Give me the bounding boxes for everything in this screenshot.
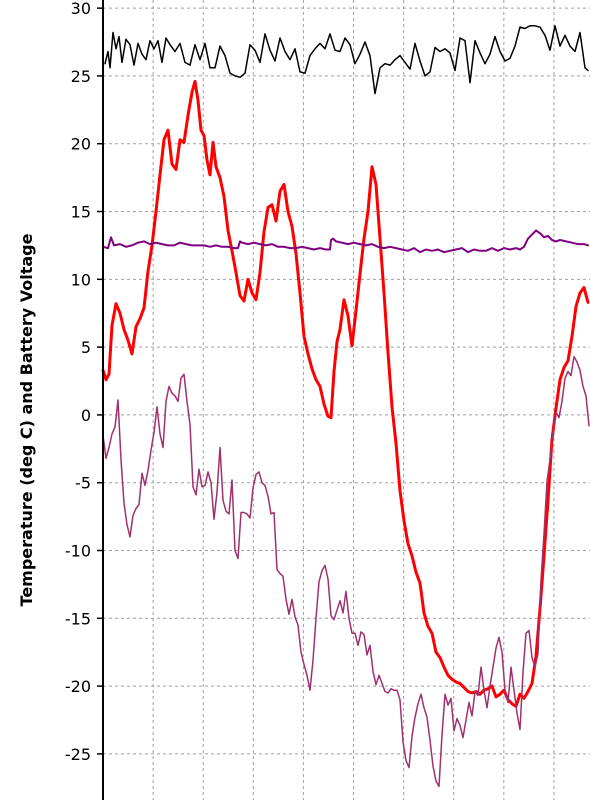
y-tick-label: -10 (65, 542, 91, 561)
y-tick-label: -20 (65, 677, 91, 696)
y-axis-title: Temperature (deg C) and Battery Voltage (17, 233, 36, 606)
series-line-3 (102, 229, 589, 254)
y-tick-label: -25 (65, 745, 91, 764)
y-tick-label: 30 (71, 0, 91, 18)
y-tick-label: 5 (81, 338, 91, 357)
y-tick-label: 10 (71, 270, 91, 289)
y-tick-label: 15 (71, 203, 91, 222)
series-line-1 (104, 25, 589, 95)
gridlines (102, 0, 590, 800)
y-tick-label: 20 (71, 135, 91, 154)
y-axis: 30 25 20 15 10 5 0 -5 -10 -15 -20 -25 (65, 0, 104, 800)
series-line-4 (102, 355, 590, 788)
y-tick-label: 25 (71, 67, 91, 86)
y-tick-label: -15 (65, 609, 91, 628)
y-tick-label: -5 (75, 474, 91, 493)
series-lines (101, 25, 590, 788)
y-tick-label: 0 (81, 406, 91, 425)
series-line-2 (101, 79, 590, 708)
